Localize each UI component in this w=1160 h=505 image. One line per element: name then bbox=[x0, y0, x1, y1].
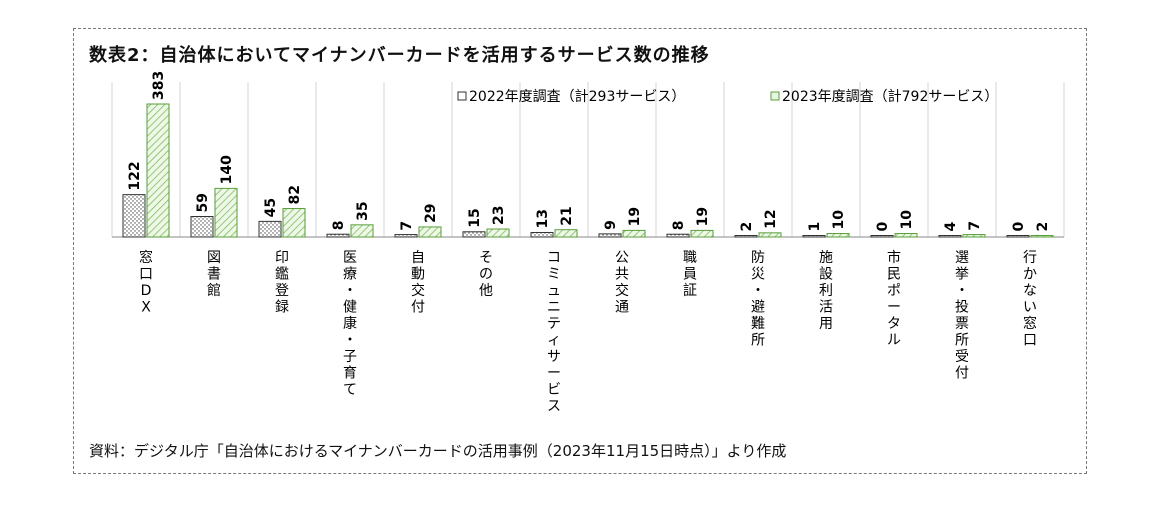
data-label-2022: 45 bbox=[263, 198, 279, 217]
category-label: 防災・避難所 bbox=[751, 250, 765, 349]
bar-2023 bbox=[418, 226, 442, 238]
bar-2023 bbox=[758, 232, 782, 238]
category-label: コミュニティサービス bbox=[547, 250, 561, 415]
category-label: 公共交通 bbox=[615, 250, 629, 316]
data-label-2022: 1 bbox=[807, 222, 823, 232]
data-label-2023: 35 bbox=[355, 201, 371, 220]
data-label-2023: 7 bbox=[967, 221, 983, 231]
bar-2023 bbox=[1030, 235, 1054, 238]
data-label-2023: 19 bbox=[695, 207, 711, 226]
bar-2022 bbox=[326, 233, 350, 238]
data-label-2023: 23 bbox=[491, 206, 507, 225]
data-label-2023: 21 bbox=[559, 206, 575, 225]
bar-2023 bbox=[962, 234, 986, 238]
bar-2022 bbox=[122, 194, 146, 238]
source-note: 資料：デジタル庁「自治体におけるマイナンバーカードの活用事例（2023年11月1… bbox=[89, 442, 787, 460]
chart-frame bbox=[73, 28, 1087, 474]
data-label-2022: 8 bbox=[331, 220, 347, 230]
data-label-2022: 4 bbox=[943, 222, 959, 232]
data-label-2022: 0 bbox=[875, 222, 891, 232]
data-label-2023: 12 bbox=[763, 209, 779, 228]
bar-2022 bbox=[734, 235, 758, 238]
chart-title: 数表2：自治体においてマイナンバーカードを活用するサービス数の推移 bbox=[89, 45, 710, 66]
data-label-2022: 8 bbox=[671, 220, 687, 230]
category-label: 印鑑登録 bbox=[275, 250, 289, 316]
bar-2022 bbox=[258, 220, 282, 238]
data-label-2023: 10 bbox=[899, 210, 915, 230]
bar-2022 bbox=[938, 235, 962, 238]
bar-2023 bbox=[214, 187, 238, 238]
data-label-2022: 0 bbox=[1011, 222, 1027, 232]
bar-2022 bbox=[462, 231, 486, 238]
category-label: その他 bbox=[479, 250, 493, 299]
category-label: 図書館 bbox=[207, 250, 221, 299]
data-label-2022: 7 bbox=[399, 221, 415, 231]
category-label: 市民ポータル bbox=[887, 249, 901, 349]
data-label-2023: 383 bbox=[151, 71, 167, 100]
legend-2022-label: 2022年度調査（計293サービス） bbox=[469, 89, 685, 105]
data-label-2023: 82 bbox=[287, 185, 303, 204]
data-label-2022: 15 bbox=[467, 208, 483, 227]
bar-2022 bbox=[598, 233, 622, 238]
data-label-2023: 140 bbox=[219, 155, 235, 184]
data-label-2022: 2 bbox=[739, 222, 755, 232]
category-label: 施設利活用 bbox=[819, 250, 833, 332]
category-label: 医療・健康・子育て bbox=[343, 250, 357, 398]
category-label: 職員証 bbox=[683, 250, 697, 299]
data-label-2022: 13 bbox=[535, 209, 551, 228]
bar-2022 bbox=[394, 234, 418, 238]
data-label-2022: 59 bbox=[195, 193, 211, 212]
bar-2022 bbox=[802, 235, 826, 238]
category-label: 窓口 D X bbox=[139, 249, 153, 316]
data-label-2023: 10 bbox=[831, 210, 847, 230]
data-label-2023: 19 bbox=[627, 207, 643, 226]
bar-2023 bbox=[146, 103, 170, 238]
data-label-2022: 9 bbox=[603, 220, 619, 230]
bar-2023 bbox=[690, 229, 714, 238]
bar-2023 bbox=[554, 229, 578, 238]
bar-2023 bbox=[826, 233, 850, 238]
bar-2023 bbox=[486, 228, 510, 238]
bar-2023 bbox=[282, 208, 306, 238]
bar-2022 bbox=[530, 231, 554, 238]
bar-2023 bbox=[622, 229, 646, 238]
data-label-2023: 2 bbox=[1035, 222, 1051, 232]
legend-2022-swatch bbox=[457, 91, 467, 101]
data-label-2023: 29 bbox=[423, 203, 439, 222]
category-label: 自動交付 bbox=[411, 250, 425, 316]
bar-2023 bbox=[894, 233, 918, 238]
category-label: 選挙・投票所受付 bbox=[955, 250, 969, 382]
category-label: 行かない窓口 bbox=[1023, 250, 1037, 349]
bar-2022 bbox=[666, 233, 690, 238]
bar-2022 bbox=[870, 235, 894, 238]
data-label-2022: 122 bbox=[127, 161, 143, 190]
bar-2023 bbox=[350, 224, 374, 238]
legend-2023-swatch bbox=[770, 91, 780, 101]
legend-2023-label: 2023年度調査（計792サービス） bbox=[782, 89, 998, 105]
bar-2022 bbox=[190, 216, 214, 238]
bar-2022 bbox=[1006, 235, 1030, 238]
